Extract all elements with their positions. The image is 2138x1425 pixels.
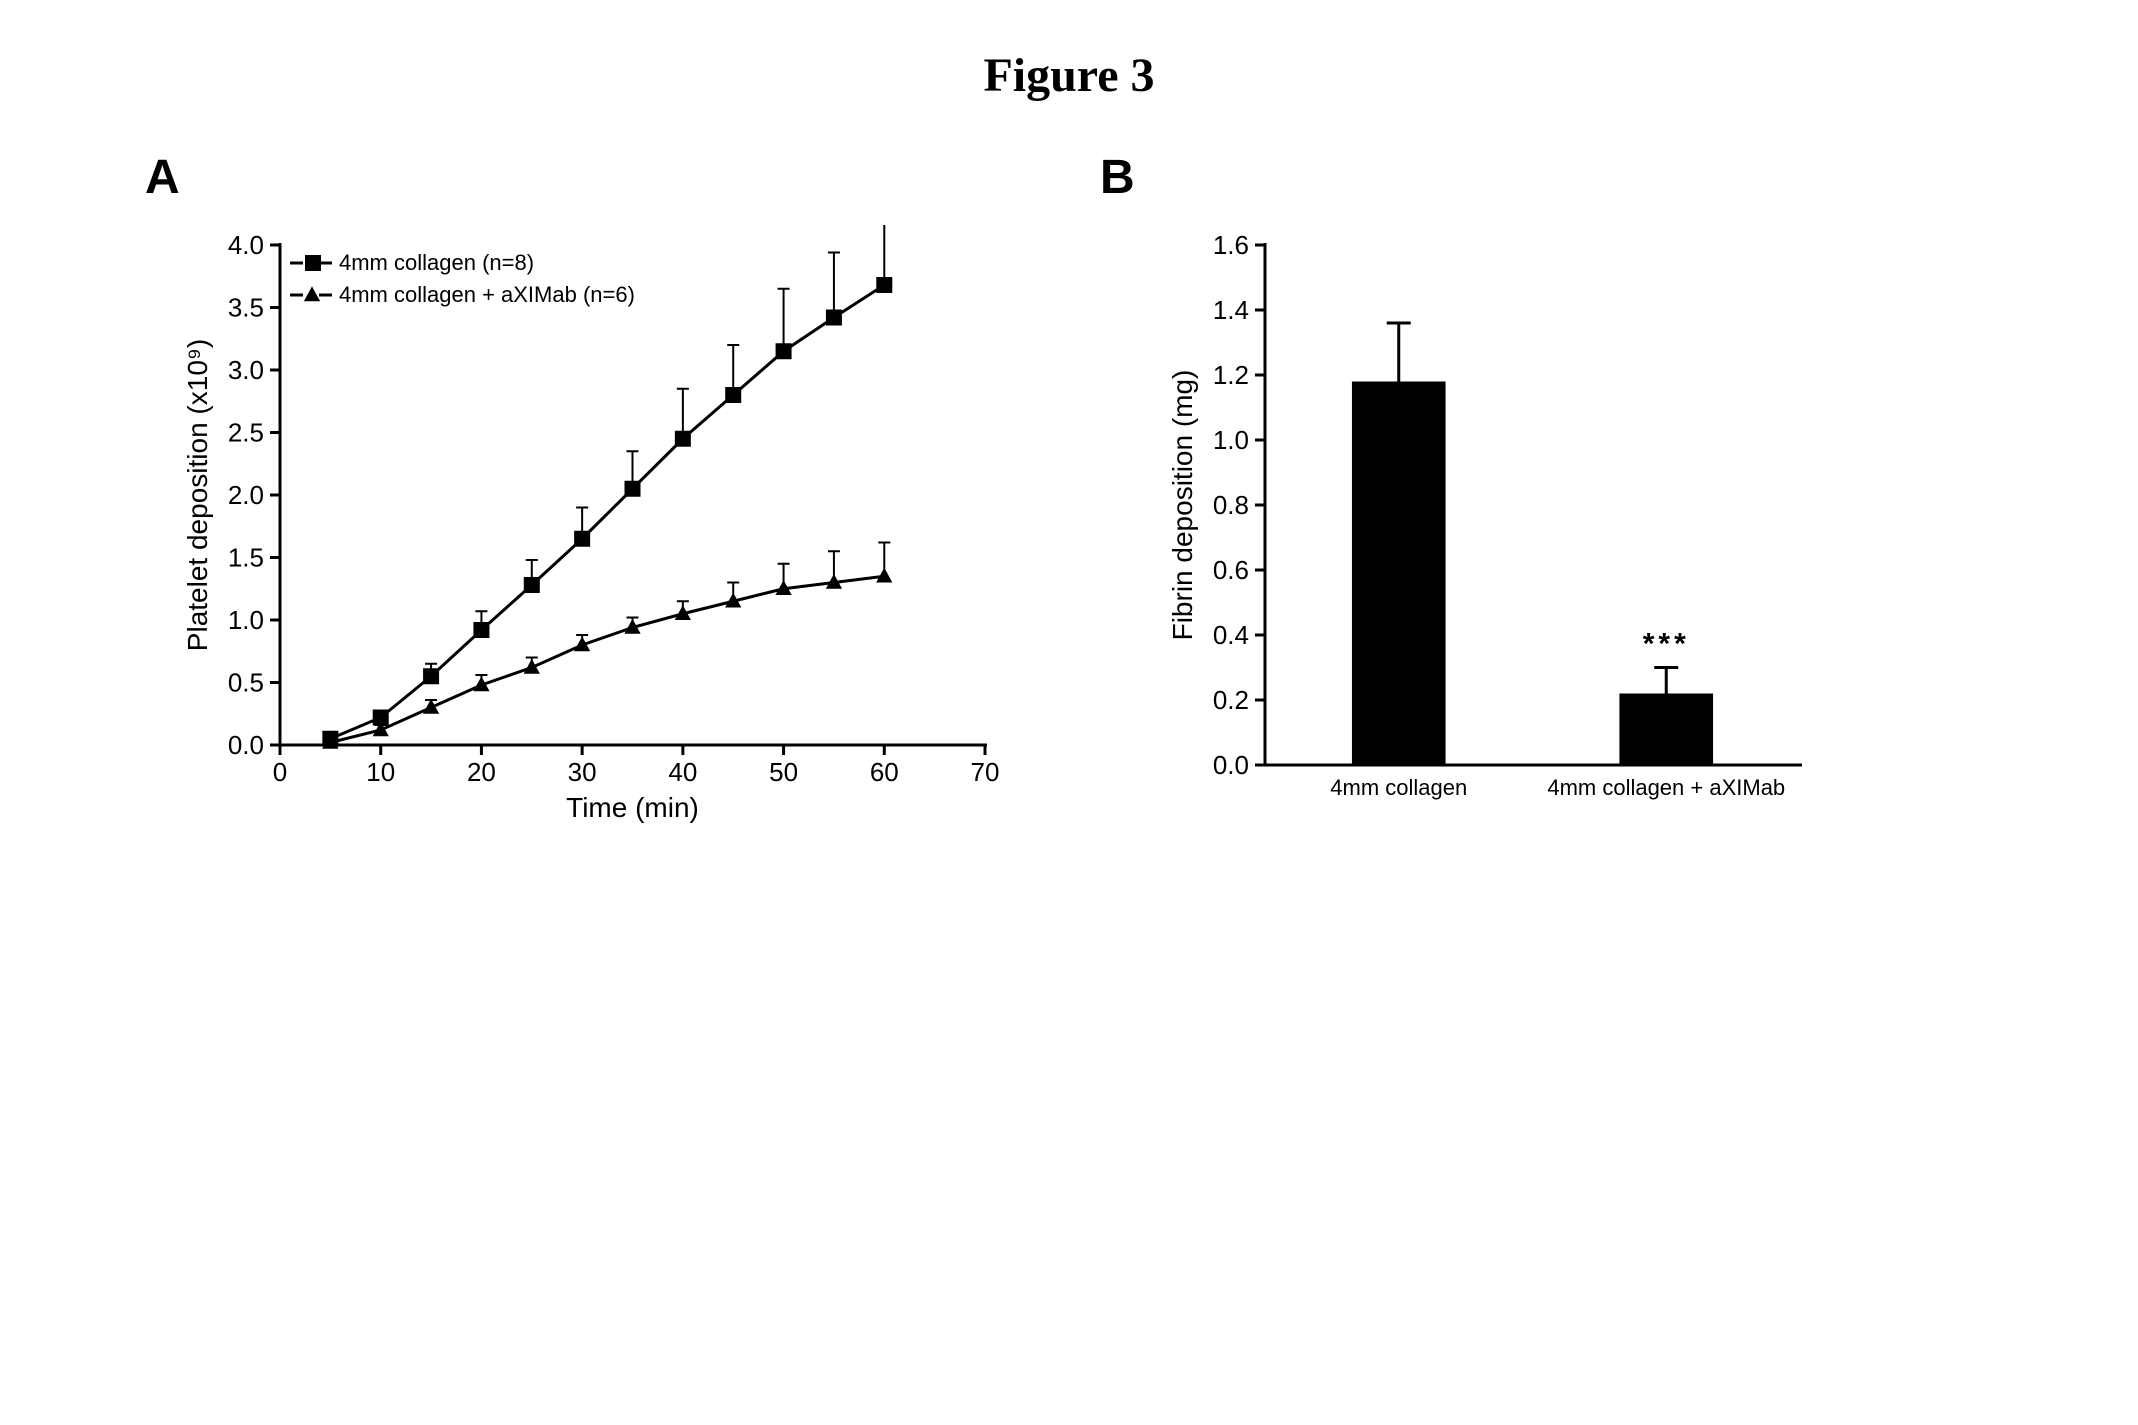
- svg-text:0.4: 0.4: [1213, 620, 1249, 650]
- svg-text:0.5: 0.5: [228, 668, 264, 698]
- svg-text:1.5: 1.5: [228, 543, 264, 573]
- svg-text:0.2: 0.2: [1213, 685, 1249, 715]
- panel-label-b: B: [1100, 150, 1135, 205]
- svg-text:Platelet deposition (x10⁹): Platelet deposition (x10⁹): [185, 339, 213, 651]
- line-chart-panel-a: 0.0 0.5 1.0 1.5 2.0 2.5 3.0 3.5 4.0 0 10 20 30 40 50 60…: [185, 225, 1005, 825]
- svg-text:70: 70: [971, 757, 1000, 787]
- svg-text:20: 20: [467, 757, 496, 787]
- svg-text:0.6: 0.6: [1213, 555, 1249, 585]
- svg-text:4mm collagen + aXIMab: 4mm collagen + aXIMab: [1547, 775, 1785, 800]
- svg-text:0.0: 0.0: [228, 730, 264, 760]
- svg-text:1.0: 1.0: [1213, 425, 1249, 455]
- figure-title: Figure 3: [0, 48, 2138, 103]
- svg-text:0.0: 0.0: [1213, 750, 1249, 780]
- svg-text:4mm collagen + aXIMab (n=6): 4mm collagen + aXIMab (n=6): [339, 282, 635, 307]
- svg-text:0: 0: [273, 757, 287, 787]
- svg-text:30: 30: [568, 757, 597, 787]
- svg-text:1.4: 1.4: [1213, 295, 1249, 325]
- svg-text:2.0: 2.0: [228, 480, 264, 510]
- svg-text:40: 40: [668, 757, 697, 787]
- svg-text:1.2: 1.2: [1213, 360, 1249, 390]
- panel-label-a: A: [145, 150, 180, 205]
- svg-text:50: 50: [769, 757, 798, 787]
- svg-text:4mm collagen: 4mm collagen: [1330, 775, 1467, 800]
- bar-chart-panel-b: 0.0 0.2 0.4 0.6 0.8 1.0 1.2 1.4 1.6 Fibrin deposi…: [1170, 225, 1820, 825]
- svg-text:1.6: 1.6: [1213, 230, 1249, 260]
- svg-text:10: 10: [366, 757, 395, 787]
- svg-text:Fibrin deposition (mg): Fibrin deposition (mg): [1170, 370, 1198, 641]
- svg-text:3.5: 3.5: [228, 293, 264, 323]
- svg-text:1.0: 1.0: [228, 605, 264, 635]
- svg-text:4.0: 4.0: [228, 230, 264, 260]
- svg-text:60: 60: [870, 757, 899, 787]
- svg-text:2.5: 2.5: [228, 418, 264, 448]
- svg-text:4mm collagen (n=8): 4mm collagen (n=8): [339, 250, 534, 275]
- svg-text:Time (min): Time (min): [566, 792, 699, 823]
- svg-text:0.8: 0.8: [1213, 490, 1249, 520]
- svg-text:3.0: 3.0: [228, 355, 264, 385]
- svg-text:***: ***: [1643, 628, 1690, 661]
